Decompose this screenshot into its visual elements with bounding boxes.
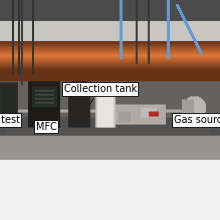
Text: Gas source: Gas source: [174, 115, 220, 125]
Text: MFC: MFC: [36, 121, 57, 132]
Text: r test: r test: [0, 115, 20, 125]
Text: Collection tank: Collection tank: [64, 84, 137, 104]
